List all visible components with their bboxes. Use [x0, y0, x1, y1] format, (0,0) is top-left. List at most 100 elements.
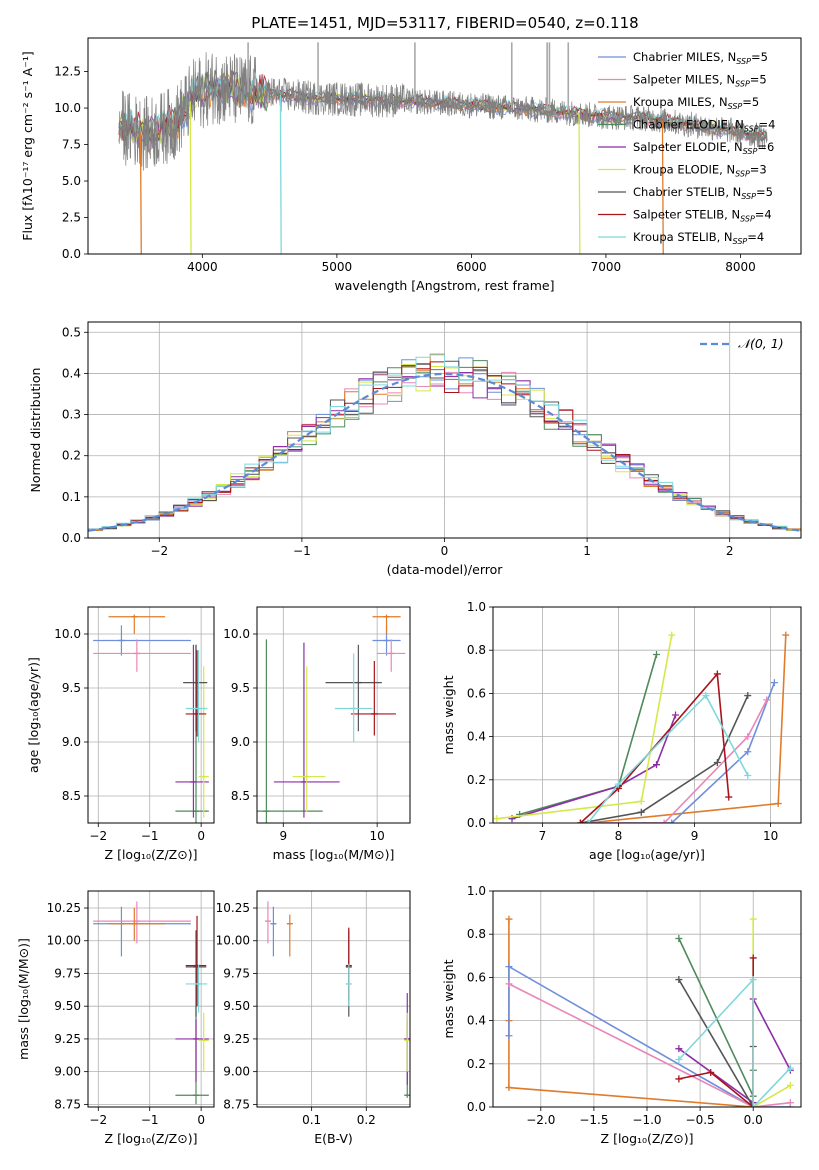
errorbar-point-8: [185, 964, 208, 1013]
ytick-label-2: 9.5: [62, 681, 81, 695]
weight-marker-8-2: [702, 692, 710, 700]
legend-label-4: Salpeter ELODIE, NSSP=6: [633, 140, 774, 156]
model-drop-0: [139, 132, 142, 254]
xtick-label-1: −1: [141, 829, 159, 843]
weight-marker-2-1: [660, 819, 668, 823]
panel-mass-weight-vs-Z: −2.0 −1.5 −1.0 −0.5 0.0 0.0 0.2 0.4 0.6 0.8 1.0 Z […: [441, 884, 802, 1146]
data-spectrum: [118, 52, 768, 171]
ytick-label-2: 0.4: [467, 1014, 486, 1028]
axes-frame: [492, 890, 802, 1108]
legend-label-7: Salpeter STELIB, NSSP=4: [633, 208, 772, 224]
legend-label-tail: =4: [755, 208, 772, 222]
weight-marker-5-2: [668, 631, 676, 639]
ytick-label-4: 0.8: [467, 643, 486, 657]
xlabel: E(B-V): [314, 1131, 353, 1146]
xlabel: (data-model)/error: [387, 562, 504, 577]
legend-label-tail: =5: [751, 50, 768, 64]
errorbar-point-5: [198, 1012, 209, 1072]
weight-marker-0-2: [505, 1084, 513, 1092]
xlabel: age [log₁₀(age/yr)]: [589, 847, 705, 862]
errorbar-point-7: [350, 661, 396, 736]
panel-mass-weight-vs-age: 7 8 9 10 0.0 0.2 0.4 0.6 0.8 1.0 age [log₁₀(age/yr…: [441, 600, 802, 862]
ytick-label-2: 9.25: [54, 1032, 81, 1046]
ylabel: Normed distribution: [28, 368, 43, 493]
ylabel: mass weight: [441, 675, 456, 754]
ytick-label-2: 9.5: [231, 681, 250, 695]
errorbar-point-2: [286, 914, 293, 957]
ytick-label-3: 0.6: [467, 970, 486, 984]
legend-label-text: Salpeter ELODIE, N: [633, 140, 743, 154]
weight-marker-6-3: [744, 692, 752, 700]
legend-label-text: Chabrier ELODIE, N: [633, 118, 744, 132]
axes-frame: [256, 890, 411, 1108]
errorbar-point-2: [372, 614, 401, 634]
axes-frame: [87, 890, 215, 1108]
xtick-label-1: −1: [293, 544, 311, 558]
xtick-label-0: −2: [150, 544, 168, 558]
ytick-label-6: 10.25: [216, 901, 250, 915]
weight-marker-6-2: [713, 759, 721, 767]
weight-marker-0-0: [505, 915, 513, 923]
axes-frame: [256, 606, 411, 824]
weight-marker-2-2: [744, 733, 752, 741]
errorbar-point-2: [108, 908, 166, 941]
ytick-label-3: 9.50: [54, 999, 81, 1013]
plot-area: [118, 42, 768, 254]
ytick-label-2: 9.25: [223, 1032, 250, 1046]
xlabel: Z [log₁₀(Z/Z⊙)]: [105, 847, 198, 862]
ytick-label-0: 8.75: [223, 1097, 250, 1111]
weight-marker-6-0: [675, 976, 683, 984]
legend-label-sub: SSP: [743, 147, 758, 156]
xtick-label-3: −0.5: [686, 1113, 715, 1127]
xtick-label-2: 9: [691, 829, 699, 843]
errorbar-point-1: [377, 639, 406, 672]
axes-frame: [87, 606, 215, 824]
weight-line-1: [580, 682, 776, 823]
weight-line-2: [588, 699, 768, 823]
xtick-label-3: 10: [763, 829, 778, 843]
weight-marker-8-2: [749, 1103, 757, 1107]
weight-line-4: [511, 714, 677, 820]
xtick-label-1: −1.5: [579, 1113, 608, 1127]
plot-area: [93, 901, 209, 1105]
legend-label-tail: =4: [759, 118, 776, 132]
weight-marker-4-0: [675, 1045, 683, 1053]
legend-label-sub: SSP: [744, 125, 759, 134]
xtick-label-0: −2: [89, 829, 107, 843]
xtick-label-4: 2: [726, 544, 734, 558]
legend-label-sub: SSP: [736, 57, 751, 66]
weight-marker-5-0: [493, 815, 501, 823]
weight-line-8: [678, 977, 791, 1107]
ytick-label-5: 0.5: [62, 325, 81, 339]
errorbar-point-5: [292, 666, 326, 813]
ytick-label-0: 8.5: [231, 789, 250, 803]
legend-label-tail: =5: [742, 95, 759, 109]
xtick-label-2: 0: [197, 1113, 205, 1127]
weight-marker-2-2: [786, 1099, 794, 1107]
ytick-label-5: 10.00: [216, 934, 250, 948]
xtick-label-1: 10: [370, 829, 385, 843]
weight-line-7: [579, 672, 730, 823]
legend-label-text: Salpeter STELIB, N: [633, 208, 740, 222]
xtick-label-2: 0: [197, 829, 205, 843]
errorbar-point-1: [264, 901, 271, 944]
errorbar-point-2: [108, 614, 166, 634]
xtick-label-2: 6000: [456, 260, 487, 274]
legend-label-3: Chabrier ELODIE, NSSP=4: [633, 118, 775, 134]
weight-marker-7-3: [749, 954, 757, 962]
panel-mass-vs-Z: −2 −1 0 8.75 9.00 9.25 9.50 9.75 10.00 10.25 Z [lo…: [16, 890, 215, 1146]
legend-label-sub: SSP: [741, 192, 756, 201]
xlabel: Z [log₁₀(Z/Z⊙)]: [105, 1131, 198, 1146]
weight-marker-4-3: [672, 711, 680, 719]
xtick-label-1: 0.2: [357, 1113, 376, 1127]
legend-label-tail: =6: [757, 140, 774, 154]
weight-marker-1-3: [770, 679, 778, 687]
gaussian-curve: [88, 372, 801, 532]
ytick-label-4: 9.75: [54, 966, 81, 980]
errorbar-point-0: [270, 906, 277, 957]
weight-marker-0-1: [774, 800, 782, 808]
legend-label-tail: =5: [756, 185, 773, 199]
plot-area: [257, 614, 406, 823]
errorbar-point-5: [404, 1012, 410, 1072]
ytick-label-4: 0.4: [62, 366, 81, 380]
